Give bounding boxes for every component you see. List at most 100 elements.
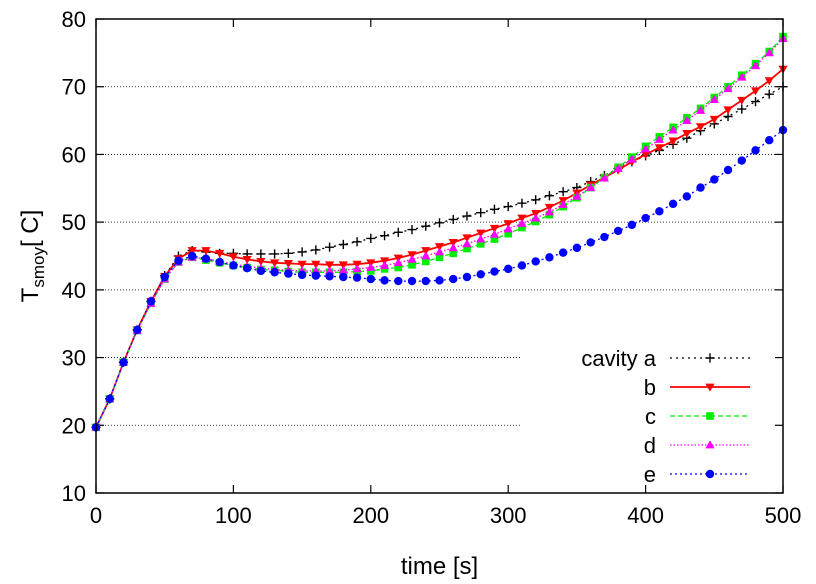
- data-point: [105, 394, 114, 404]
- data-point: [695, 105, 706, 114]
- data-point: [435, 253, 444, 262]
- x-tick-label: 0: [90, 503, 102, 528]
- y-axis-label-rest: [ C]: [17, 210, 44, 247]
- data-point: [695, 123, 706, 132]
- data-point: [146, 297, 156, 306]
- data-point: [379, 260, 390, 269]
- data-point: [187, 251, 197, 261]
- data-point: [256, 249, 266, 259]
- legend-label: e: [644, 462, 656, 487]
- data-point: [586, 183, 596, 192]
- data-point: [627, 154, 637, 163]
- data-point: [421, 251, 431, 260]
- data-point: [201, 254, 211, 263]
- x-tick-label: 200: [352, 503, 389, 528]
- series-5: [91, 125, 788, 432]
- data-point: [434, 247, 445, 256]
- data-point: [435, 276, 444, 285]
- data-point: [558, 248, 568, 257]
- data-point: [407, 224, 417, 235]
- data-point: [366, 233, 376, 243]
- x-tick-label: 300: [490, 503, 527, 528]
- data-point: [654, 134, 664, 143]
- data-point: [668, 199, 678, 209]
- data-point: [764, 48, 774, 57]
- data-point: [215, 257, 224, 267]
- data-point: [352, 237, 362, 247]
- data-point: [737, 156, 746, 165]
- data-point: [462, 239, 472, 248]
- data-point: [723, 84, 733, 93]
- data-point: [503, 224, 513, 233]
- data-point: [476, 208, 486, 218]
- x-tick-label: 100: [215, 503, 252, 528]
- data-point: [324, 242, 335, 252]
- data-point: [311, 245, 321, 255]
- data-point: [133, 325, 142, 335]
- legend-label: cavity a: [581, 346, 656, 371]
- y-axis-label-main: T: [17, 287, 44, 302]
- data-point: [517, 218, 527, 227]
- data-point: [434, 243, 445, 252]
- y-axis-label: Tsmoy[ C]: [17, 210, 48, 303]
- data-point: [242, 255, 252, 264]
- data-point: [544, 207, 555, 216]
- y-tick-label: 70: [62, 75, 86, 100]
- data-point: [503, 201, 513, 212]
- data-point: [229, 261, 238, 270]
- data-point: [544, 191, 555, 201]
- data-point: [641, 151, 651, 160]
- data-point: [352, 264, 362, 273]
- series-4: [91, 34, 788, 431]
- y-tick-label: 30: [62, 346, 86, 371]
- y-tick-label: 40: [62, 278, 86, 303]
- data-point: [242, 263, 252, 273]
- data-point: [448, 243, 458, 252]
- data-point: [338, 265, 348, 274]
- data-point: [256, 258, 266, 267]
- data-point: [394, 263, 403, 272]
- data-point: [201, 247, 211, 256]
- data-point: [504, 229, 512, 238]
- data-point: [737, 72, 747, 81]
- data-point: [380, 276, 389, 285]
- data-point: [723, 165, 733, 175]
- series-3: [92, 32, 787, 432]
- data-point: [545, 253, 554, 262]
- data-point: [421, 247, 431, 256]
- data-point: [463, 244, 471, 253]
- data-point: [750, 97, 761, 107]
- data-point: [284, 269, 293, 278]
- legend-label: c: [645, 404, 656, 429]
- data-point: [174, 256, 183, 265]
- data-point: [270, 268, 279, 277]
- data-point: [448, 239, 458, 248]
- data-point: [393, 227, 403, 237]
- data-point: [270, 259, 280, 268]
- series-line: [95, 36, 784, 428]
- data-point: [517, 198, 527, 208]
- data-point: [476, 240, 485, 248]
- data-point: [407, 254, 417, 263]
- data-point: [489, 224, 500, 233]
- y-tick-label: 20: [62, 413, 86, 438]
- data-point: [297, 247, 307, 257]
- data-point: [696, 183, 705, 192]
- data-point: [572, 243, 582, 253]
- x-axis-label: time [s]: [401, 553, 478, 580]
- data-point: [490, 235, 499, 243]
- data-point: [325, 272, 334, 281]
- legend-label: b: [644, 375, 656, 400]
- data-point: [517, 214, 527, 223]
- data-point: [709, 115, 719, 124]
- data-point: [489, 204, 500, 214]
- data-point: [366, 262, 376, 271]
- data-point: [558, 199, 568, 208]
- y-tick-label: 10: [62, 481, 86, 506]
- data-point: [710, 175, 719, 184]
- legend-marker: [705, 440, 715, 449]
- data-point: [641, 213, 650, 223]
- series-line: [95, 38, 784, 428]
